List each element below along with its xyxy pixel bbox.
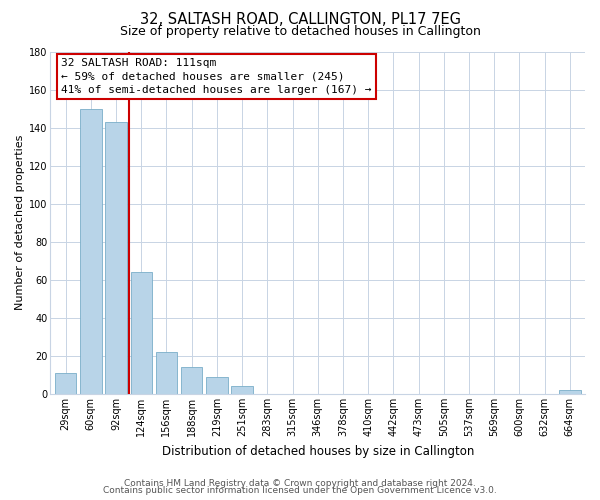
Text: 32 SALTASH ROAD: 111sqm
← 59% of detached houses are smaller (245)
41% of semi-d: 32 SALTASH ROAD: 111sqm ← 59% of detache… [61,58,371,95]
Y-axis label: Number of detached properties: Number of detached properties [15,135,25,310]
Bar [105,122,127,394]
Bar [156,352,177,394]
Bar [206,377,227,394]
Bar [559,390,581,394]
Bar [80,108,101,394]
X-axis label: Distribution of detached houses by size in Callington: Distribution of detached houses by size … [161,444,474,458]
Text: Contains HM Land Registry data © Crown copyright and database right 2024.: Contains HM Land Registry data © Crown c… [124,478,476,488]
Bar [181,368,202,394]
Text: 32, SALTASH ROAD, CALLINGTON, PL17 7EG: 32, SALTASH ROAD, CALLINGTON, PL17 7EG [139,12,461,28]
Text: Contains public sector information licensed under the Open Government Licence v3: Contains public sector information licen… [103,486,497,495]
Bar [232,386,253,394]
Bar [55,373,76,394]
Text: Size of property relative to detached houses in Callington: Size of property relative to detached ho… [119,25,481,38]
Bar [131,272,152,394]
